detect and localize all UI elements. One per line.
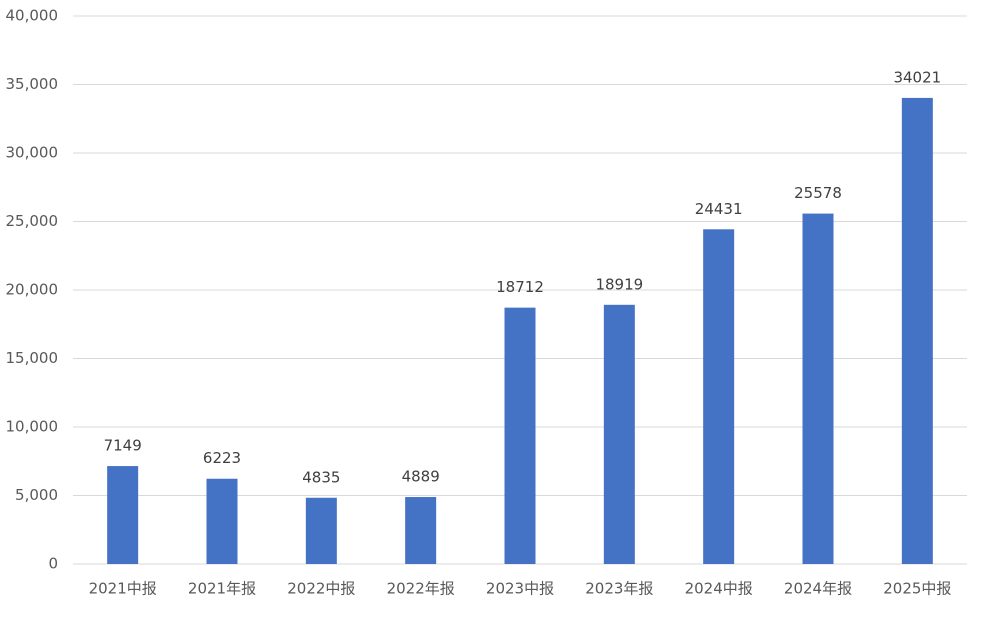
bar: [504, 307, 536, 564]
x-tick-label: 2024年报: [784, 580, 852, 598]
bar: [901, 97, 933, 565]
y-tick-label: 25,000: [6, 212, 59, 230]
y-tick-label: 0: [48, 555, 58, 573]
value-label: 4835: [302, 468, 340, 486]
value-label: 6223: [203, 449, 241, 467]
x-tick-label: 2024中报: [685, 580, 753, 598]
bar: [206, 478, 238, 564]
value-label: 34021: [893, 68, 941, 86]
y-tick-label: 20,000: [6, 281, 59, 299]
bar: [107, 466, 139, 564]
y-tick-label: 10,000: [6, 418, 59, 436]
bar: [703, 229, 735, 565]
value-label: 18919: [595, 275, 643, 293]
x-tick-label: 2022中报: [287, 580, 355, 598]
y-tick-label: 5,000: [15, 486, 58, 504]
bar: [405, 497, 437, 564]
x-tick-label: 2021年报: [188, 580, 256, 598]
bar: [802, 213, 834, 564]
x-tick-label: 2021中报: [89, 580, 157, 598]
value-label: 7149: [104, 437, 142, 455]
y-tick-label: 30,000: [6, 144, 59, 162]
y-tick-label: 35,000: [6, 75, 59, 93]
y-tick-label: 15,000: [6, 349, 59, 367]
x-tick-label: 2025中报: [883, 580, 951, 598]
value-label: 25578: [794, 184, 842, 202]
x-tick-label: 2023年报: [585, 580, 653, 598]
x-tick-label: 2023中报: [486, 580, 554, 598]
value-label: 4889: [402, 468, 440, 486]
x-tick-label: 2022年报: [387, 580, 455, 598]
value-label: 24431: [695, 200, 743, 218]
y-tick-label: 40,000: [6, 7, 59, 25]
value-label: 18712: [496, 278, 544, 296]
bar: [603, 304, 635, 564]
bar: [305, 497, 337, 564]
